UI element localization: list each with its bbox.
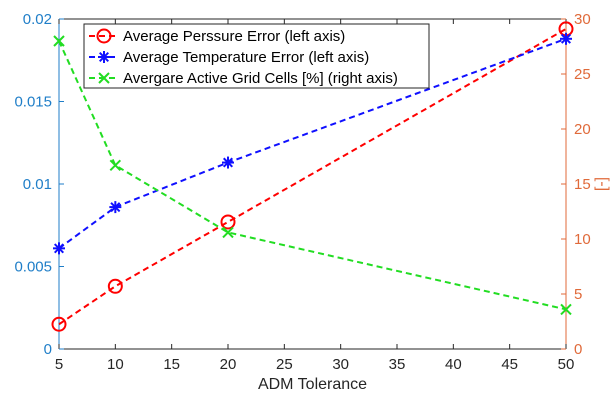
y-right-tick-label: 30	[574, 11, 591, 28]
y-right-tick-label: 20	[574, 121, 591, 138]
legend-label-2: Avergare Active Grid Cells [%] (right ax…	[123, 70, 398, 87]
y-right-tick-label: 5	[574, 286, 582, 303]
y-left-tick-label: 0.02	[23, 11, 52, 28]
x-tick-label: 30	[332, 356, 349, 373]
x-tick-label: 10	[107, 356, 124, 373]
data-point-2-3	[560, 303, 572, 316]
data-point-1-2	[222, 156, 234, 169]
y-right-tick-label: 25	[574, 66, 591, 83]
legend-marker-2	[98, 72, 110, 84]
x-tick-label: 5	[55, 356, 63, 373]
y-left-tick-label: 0	[44, 341, 52, 358]
x-tick-label: 35	[389, 356, 406, 373]
data-point-1-1	[109, 201, 122, 214]
legend-marker-0	[96, 28, 112, 44]
legend-label-0: Average Perssure Error (left axis)	[123, 28, 345, 45]
data-point-1-0	[53, 242, 65, 255]
x-tick-label: 25	[276, 356, 293, 373]
x-tick-label: 50	[558, 356, 575, 373]
series-line-0	[58, 28, 567, 326]
x-tick-label: 40	[445, 356, 462, 373]
legend-marker-1	[98, 51, 110, 63]
x-tick-label: 20	[220, 356, 237, 373]
data-point-2-2	[222, 226, 234, 239]
y-left-tick-label: 0.005	[14, 259, 52, 276]
y-right-tick-label: 10	[574, 231, 591, 248]
y-right-axis-title: [-]	[593, 177, 610, 191]
data-point-0-0	[51, 316, 67, 332]
series-line-2	[58, 40, 567, 311]
x-tick-label: 15	[163, 356, 180, 373]
legend-box	[83, 23, 430, 89]
data-point-1-3	[560, 32, 572, 45]
data-point-2-0	[53, 35, 65, 47]
x-tick-label: 45	[501, 356, 518, 373]
data-point-0-1	[107, 278, 123, 294]
series-line-1	[58, 37, 567, 250]
data-point-0-2	[220, 214, 236, 230]
data-point-2-1	[109, 159, 122, 172]
y-right-tick-label: 15	[574, 176, 591, 193]
legend-label-1: Average Temperature Error (left axis)	[123, 49, 369, 66]
y-left-tick-label: 0.015	[14, 94, 52, 111]
y-left-tick-label: 0.01	[23, 176, 52, 193]
y-right-tick-label: 0	[574, 341, 582, 358]
x-axis-title: ADM Tolerance	[258, 376, 367, 393]
